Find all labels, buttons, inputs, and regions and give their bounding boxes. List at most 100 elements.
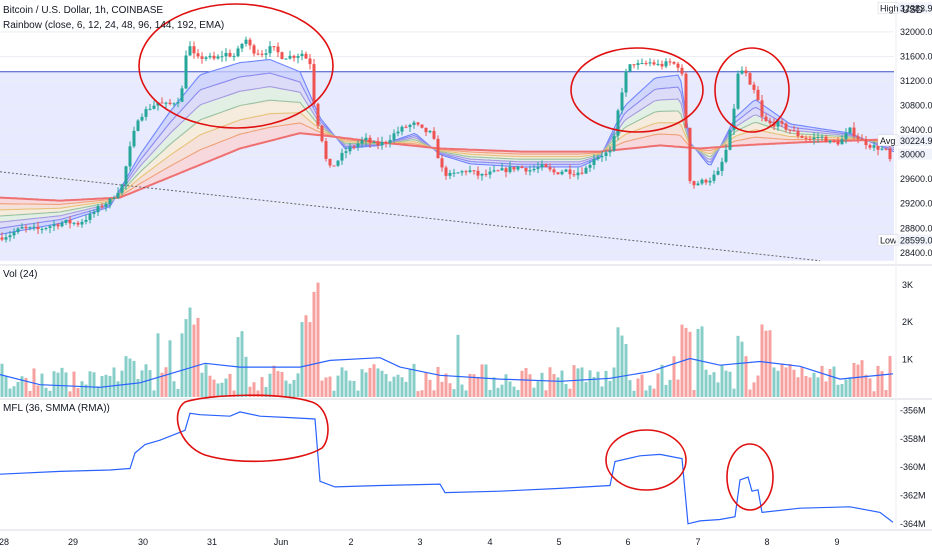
annotation-ellipse <box>714 47 790 133</box>
candle-body <box>880 148 884 150</box>
mfl-axis-tick-label: -358M <box>900 434 926 444</box>
volume-bar <box>360 369 364 397</box>
volume-bar <box>712 372 716 397</box>
rainbow-indicator-title: Rainbow (close, 6, 12, 24, 48, 96, 144, … <box>3 20 225 31</box>
volume-bar <box>84 384 88 397</box>
price-pill-value: 32383.96 <box>900 3 932 13</box>
candle-body <box>692 181 696 186</box>
mfl-axis-tick-label: -360M <box>900 462 926 472</box>
candle-body <box>628 64 632 72</box>
candle-body <box>360 140 364 144</box>
candle-body <box>180 88 184 102</box>
volume-bar <box>876 365 880 397</box>
candle-body <box>404 126 408 128</box>
time-axis-tick-label: 29 <box>68 537 78 547</box>
volume-axis-tick-label: 3K <box>902 280 913 290</box>
candle-body <box>764 116 768 121</box>
volume-bar <box>452 389 456 397</box>
volume-bar <box>140 370 144 397</box>
volume-bar <box>460 384 464 397</box>
candle-body <box>176 101 180 104</box>
volume-bar <box>28 391 32 397</box>
volume-bar <box>180 333 184 397</box>
volume-bar <box>168 340 172 397</box>
volume-bar <box>4 375 8 397</box>
volume-bar <box>232 390 236 397</box>
time-axis-tick-label: 31 <box>207 537 217 547</box>
volume-bar <box>0 363 4 397</box>
candle-body <box>500 168 504 171</box>
volume-bar <box>444 373 448 397</box>
volume-bar <box>96 386 100 397</box>
rainbow-ema-line <box>0 58 895 235</box>
volume-bar <box>464 390 468 397</box>
candle-body <box>32 226 36 228</box>
time-axis-tick-label: 4 <box>487 537 492 547</box>
candle-body <box>0 237 4 240</box>
candle-body <box>676 63 680 68</box>
candle-body <box>296 56 300 58</box>
volume-bar <box>592 377 596 397</box>
candle-body <box>140 116 144 121</box>
volume-bar <box>332 390 336 397</box>
volume-bar <box>244 356 248 397</box>
volume-bar <box>740 341 744 397</box>
volume-bar <box>560 370 564 397</box>
volume-bar <box>428 379 432 397</box>
volume-bar <box>304 315 308 397</box>
candle-body <box>264 53 268 55</box>
dotted-trend-line <box>0 171 821 262</box>
volume-bar <box>412 363 416 397</box>
candle-body <box>824 136 828 143</box>
candle-body <box>520 166 524 169</box>
volume-bar <box>52 371 56 397</box>
price-pill-value: 30000 <box>900 150 925 160</box>
candle-body <box>572 174 576 176</box>
candle-body <box>12 232 16 236</box>
volume-bar <box>552 374 556 397</box>
volume-bar <box>20 376 24 397</box>
candle-body <box>860 138 864 140</box>
candle-body <box>28 227 32 229</box>
candle-body <box>24 227 28 229</box>
volume-bar <box>288 383 292 397</box>
volume-bar <box>116 381 120 397</box>
volume-bar <box>124 356 128 397</box>
candle-body <box>548 167 552 170</box>
candle-body <box>760 100 764 117</box>
volume-bar <box>260 377 264 397</box>
candle-body <box>96 206 100 213</box>
candle-body <box>588 164 592 168</box>
volume-bar <box>220 382 224 397</box>
candle-body <box>540 164 544 168</box>
volume-bar <box>796 377 800 397</box>
volume-bar <box>736 335 740 397</box>
candle-body <box>660 63 664 67</box>
volume-bar <box>660 364 664 397</box>
candle-body <box>72 222 76 224</box>
candle-body <box>632 64 636 66</box>
candle-body <box>772 123 776 127</box>
candle-body <box>432 130 436 139</box>
candle-body <box>672 62 676 64</box>
candle-body <box>852 127 856 137</box>
volume-bar <box>616 327 620 397</box>
candle-body <box>204 57 208 59</box>
volume-bar <box>604 370 608 397</box>
candle-body <box>132 130 136 147</box>
volume-bar <box>308 322 312 397</box>
volume-bar <box>488 389 492 397</box>
volume-bar <box>364 372 368 397</box>
volume-bar <box>760 324 764 397</box>
candle-body <box>60 222 64 227</box>
volume-bar <box>600 386 604 397</box>
candle-body <box>424 127 428 133</box>
candle-body <box>476 170 480 176</box>
candle-body <box>536 167 540 169</box>
candle-body <box>812 137 816 140</box>
volume-bar <box>516 390 520 397</box>
candle-body <box>64 219 68 223</box>
candle-body <box>456 172 460 174</box>
candle-body <box>684 73 688 128</box>
volume-bar <box>792 369 796 397</box>
